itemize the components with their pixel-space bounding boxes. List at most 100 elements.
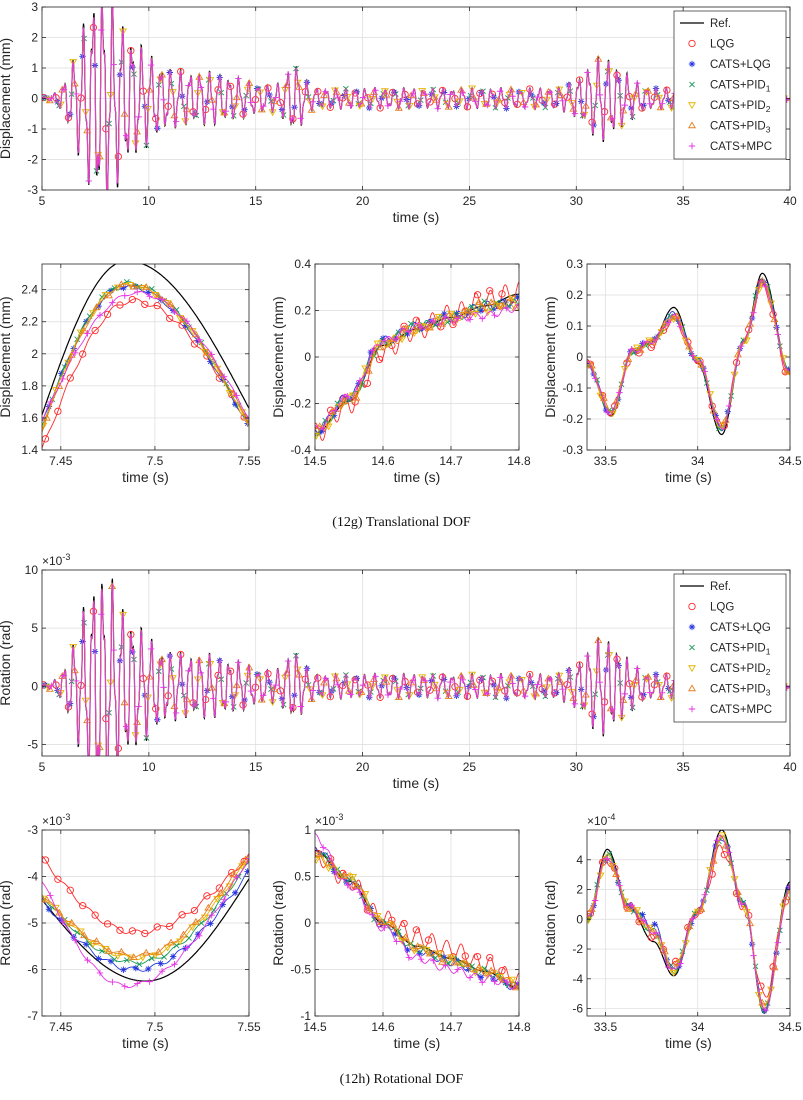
series-line-cats-mpc xyxy=(42,583,790,756)
marker-cats-pid3 xyxy=(511,983,519,991)
marker-cats-pid3 xyxy=(721,841,730,849)
y-tick-label: 0 xyxy=(31,679,38,693)
marker-cats-pid3 xyxy=(685,342,694,350)
chart-trans_zoom2: 14.5 14.6 14.7 14.8 -0.4 -0.2 0 0.2 0.4 time (s) D… xyxy=(270,257,531,485)
marker-cats-pid2 xyxy=(44,684,53,692)
marker-cats-mpc xyxy=(210,695,217,702)
marker-cats-mpc xyxy=(634,665,641,672)
marker-cats-pid3 xyxy=(92,937,101,944)
y-tick-label: 0.2 xyxy=(294,304,311,318)
series-line-cats-pid3 xyxy=(42,283,249,433)
marker-cats-pid2 xyxy=(318,103,327,111)
marker-cats-mpc xyxy=(521,103,529,111)
legend-label: CATS+PID1 xyxy=(710,643,771,657)
marker-cats-lqg xyxy=(207,920,214,927)
marker-cats-mpc xyxy=(621,101,629,109)
marker-cats-mpc xyxy=(196,336,203,343)
marker-cats-lqg xyxy=(157,960,164,967)
marker-lqg xyxy=(663,86,671,94)
marker-cats-mpc xyxy=(332,868,339,876)
marker-cats-pid3 xyxy=(216,369,225,377)
marker-cats-lqg xyxy=(453,957,460,964)
series-line-cats-pid2 xyxy=(315,855,519,988)
marker-cats-pid3 xyxy=(462,960,471,967)
y-axis-label: Displacement (mm) xyxy=(0,296,13,417)
marker-cats-mpc xyxy=(503,978,510,986)
marker-cats-mpc xyxy=(134,288,141,296)
marker-cats-mpc xyxy=(447,91,454,98)
y-axis-label: Rotation (rad) xyxy=(542,880,558,966)
marker-cats-pid3 xyxy=(438,957,447,965)
marker-lqg xyxy=(688,602,696,611)
marker-cats-mpc xyxy=(208,351,215,358)
x-tick-label: 15 xyxy=(249,760,263,774)
marker-cats-lqg xyxy=(318,428,325,435)
marker-cats-mpc xyxy=(491,311,498,319)
chart-trans_zoom3: 33.5 34 34.5 -0.3 -0.2 -0.1 0 0.1 0.2 0.3 time (s)… xyxy=(542,257,802,485)
caption-rotational: (12h) Rotational DOF xyxy=(339,1072,464,1087)
marker-cats-pid2 xyxy=(44,96,53,104)
marker-cats-lqg xyxy=(132,964,140,972)
marker-cats-mpc xyxy=(185,667,192,674)
marker-cats-pid3 xyxy=(142,282,151,290)
marker-cats-pid3 xyxy=(656,693,665,701)
marker-cats-mpc xyxy=(479,979,486,986)
marker-lqg xyxy=(526,85,534,93)
marker-cats-mpc xyxy=(109,299,116,306)
marker-cats-pid3 xyxy=(487,298,496,306)
marker-cats-lqg xyxy=(416,950,423,957)
marker-cats-mpc xyxy=(47,892,54,899)
x-tick-label: 14.6 xyxy=(371,454,395,468)
marker-cats-mpc xyxy=(160,96,167,104)
marker-cats-pid2 xyxy=(418,88,427,95)
marker-cats-pid3 xyxy=(229,389,238,397)
series-group xyxy=(315,281,519,442)
y-tick-label: 0 xyxy=(304,350,311,364)
marker-cats-pid2 xyxy=(505,91,514,99)
marker-cats-pid3 xyxy=(770,963,779,971)
series-markers-cats-pid3 xyxy=(42,855,249,961)
marker-cats-pid3 xyxy=(167,300,176,308)
marker-cats-mpc xyxy=(786,366,790,374)
marker-cats-mpc xyxy=(503,304,510,312)
marker-cats-pid2 xyxy=(483,309,492,317)
marker-cats-mpc xyxy=(509,680,516,687)
x-tick-label: 14.7 xyxy=(439,1020,463,1034)
marker-cats-lqg xyxy=(182,944,189,952)
marker-cats-mpc xyxy=(368,911,376,918)
marker-cats-mpc xyxy=(701,891,708,898)
marker-cats-lqg xyxy=(219,901,226,908)
marker-cats-mpc xyxy=(160,684,167,691)
marker-cats-mpc xyxy=(515,979,519,986)
series-group xyxy=(42,853,249,990)
marker-cats-pid3 xyxy=(474,298,483,305)
marker-cats-mpc xyxy=(559,686,566,693)
marker-cats-pid2 xyxy=(42,422,48,430)
marker-cats-mpc xyxy=(491,978,498,985)
y-tick-label: 1.4 xyxy=(21,443,38,457)
marker-lqg xyxy=(79,350,87,358)
marker-lqg xyxy=(91,911,99,919)
marker-cats-pid2 xyxy=(422,947,431,954)
legend-label: Ref. xyxy=(710,18,731,30)
legend-label: CATS+PID3 xyxy=(710,684,771,698)
marker-cats-pid2 xyxy=(693,908,702,916)
x-tick-label: 10 xyxy=(142,760,156,774)
marker-lqg xyxy=(461,952,469,960)
marker-cats-pid3 xyxy=(697,905,706,912)
marker-cats-pid2 xyxy=(373,913,382,920)
marker-cats-mpc xyxy=(297,703,304,710)
marker-cats-mpc xyxy=(197,669,205,677)
x-tick-label: 25 xyxy=(463,194,477,208)
legend-item-ref: Ref. xyxy=(680,18,731,30)
marker-lqg xyxy=(375,355,384,364)
marker-cats-mpc xyxy=(665,319,672,326)
legend-label: Ref. xyxy=(710,581,731,593)
series-group xyxy=(587,830,790,1015)
marker-cats-mpc xyxy=(466,974,474,981)
marker-lqg xyxy=(498,967,506,975)
marker-cats-pid1 xyxy=(173,942,180,949)
y-tick-label: -7 xyxy=(27,1009,38,1023)
marker-cats-lqg xyxy=(441,954,448,961)
marker-cats-pid2 xyxy=(779,355,788,363)
